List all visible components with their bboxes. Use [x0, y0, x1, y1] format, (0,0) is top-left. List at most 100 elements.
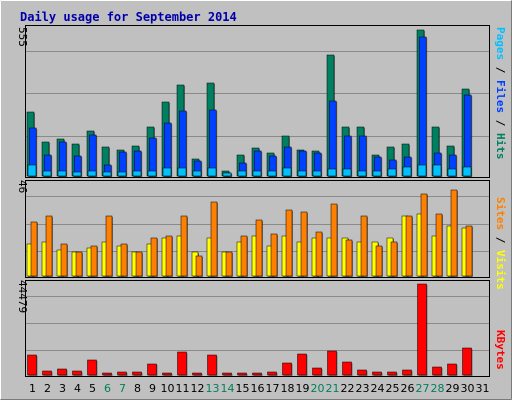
bar-pages-day-26: [402, 166, 412, 177]
bar-sites-day-4: [75, 251, 83, 277]
bar-sites-day-7: [120, 243, 128, 277]
day-label-30: 30: [461, 382, 475, 395]
day-label-9: 9: [149, 382, 156, 395]
bar-pages-day-8: [132, 170, 142, 177]
day-label-16: 16: [251, 382, 265, 395]
day-label-8: 8: [134, 382, 141, 395]
day-label-23: 23: [356, 382, 370, 395]
bar-pages-day-9: [147, 170, 157, 177]
bar-kbytes-day-12: [192, 372, 202, 376]
bar-sites-day-29: [450, 189, 458, 277]
panel-visits-ymax-label: 46: [16, 180, 29, 193]
bar-sites-day-24: [375, 245, 383, 277]
day-label-7: 7: [119, 382, 126, 395]
bar-sites-day-27: [420, 193, 428, 277]
bar-kbytes-day-21: [327, 350, 337, 376]
bar-files-day-13: [208, 109, 217, 177]
bar-sites-day-6: [105, 215, 113, 277]
bar-kbytes-day-13: [207, 354, 217, 376]
day-label-15: 15: [236, 382, 250, 395]
bar-kbytes-day-1: [27, 354, 37, 376]
day-label-3: 3: [59, 382, 66, 395]
bar-sites-day-20: [315, 231, 323, 277]
day-label-6: 6: [104, 382, 111, 395]
bar-sites-day-9: [150, 237, 158, 277]
bar-kbytes-day-11: [177, 351, 187, 376]
bar-sites-day-19: [300, 211, 308, 277]
bar-pages-day-7: [117, 171, 127, 177]
day-label-13: 13: [206, 382, 220, 395]
bar-pages-day-22: [342, 168, 352, 177]
bar-kbytes-day-28: [432, 366, 442, 376]
bar-sites-day-28: [435, 213, 443, 277]
legend-kbytes: KBytes: [494, 330, 507, 370]
bar-files-day-27: [418, 36, 427, 177]
bar-sites-day-15: [240, 235, 248, 277]
bar-kbytes-day-27: [417, 283, 427, 376]
legend-sites: Sites: [494, 197, 507, 230]
bar-pages-day-16: [252, 170, 262, 177]
day-label-26: 26: [401, 382, 415, 395]
bar-kbytes-day-23: [357, 369, 367, 376]
bar-files-day-9: [148, 137, 157, 177]
bar-kbytes-day-17: [267, 371, 277, 376]
bar-kbytes-day-16: [252, 372, 262, 376]
legend-hits: Hits: [494, 133, 507, 160]
bar-kbytes-day-24: [372, 371, 382, 376]
bar-kbytes-day-14: [222, 372, 232, 376]
chart-bars: [26, 29, 489, 376]
bar-pages-day-24: [372, 170, 382, 177]
bar-sites-day-3: [60, 243, 68, 277]
bar-pages-day-3: [57, 170, 67, 177]
day-label-21: 21: [326, 382, 340, 395]
day-labels: 1 2 3 4 5 6 7 8 9 10 11 12 13 14 15 16 17 18 19 20 21 22 23 24 2…: [29, 382, 490, 395]
bar-sites-day-8: [135, 251, 143, 277]
bar-kbytes-day-8: [132, 371, 142, 376]
bar-kbytes-day-26: [402, 369, 412, 376]
bar-pages-day-30: [462, 166, 472, 177]
bar-sites-day-13: [210, 201, 218, 277]
bar-pages-day-28: [432, 164, 442, 177]
bar-sites-day-22: [345, 239, 353, 277]
bar-kbytes-day-29: [447, 363, 457, 376]
bar-kbytes-day-19: [297, 353, 307, 376]
day-label-11: 11: [176, 382, 190, 395]
day-label-19: 19: [296, 382, 310, 395]
bar-kbytes-day-6: [102, 372, 112, 376]
bar-files-day-21: [328, 100, 337, 177]
day-label-25: 25: [386, 382, 400, 395]
bar-sites-day-21: [330, 203, 338, 277]
bar-pages-day-4: [72, 171, 82, 177]
bar-pages-day-21: [327, 168, 337, 177]
bar-sites-day-17: [270, 233, 278, 277]
bar-files-day-11: [178, 110, 187, 177]
day-label-2: 2: [44, 382, 51, 395]
legend-kbytes-label: KBytes: [494, 330, 507, 370]
day-label-29: 29: [446, 382, 460, 395]
bar-sites-day-10: [165, 235, 173, 277]
bar-pages-day-19: [297, 170, 307, 177]
day-label-18: 18: [281, 382, 295, 395]
day-label-27: 27: [416, 382, 430, 395]
bar-sites-day-1: [30, 221, 38, 277]
legend-sites-visits: Sites / Visits: [494, 197, 507, 290]
bar-pages-day-15: [237, 170, 247, 177]
panel-frame: [25, 25, 490, 178]
day-label-28: 28: [431, 382, 445, 395]
day-label-17: 17: [266, 382, 280, 395]
bar-pages-day-6: [102, 171, 112, 177]
day-label-24: 24: [371, 382, 385, 395]
bar-pages-day-29: [447, 168, 457, 177]
bar-pages-day-2: [42, 170, 52, 177]
bar-kbytes-day-18: [282, 362, 292, 376]
bar-kbytes-day-4: [72, 370, 82, 376]
bar-files-day-23: [358, 135, 367, 177]
bar-files-day-30: [463, 94, 472, 177]
bar-sites-day-14: [225, 251, 233, 277]
bar-files-day-5: [88, 134, 97, 177]
bar-pages-day-20: [312, 170, 322, 177]
bar-kbytes-day-3: [57, 368, 67, 376]
